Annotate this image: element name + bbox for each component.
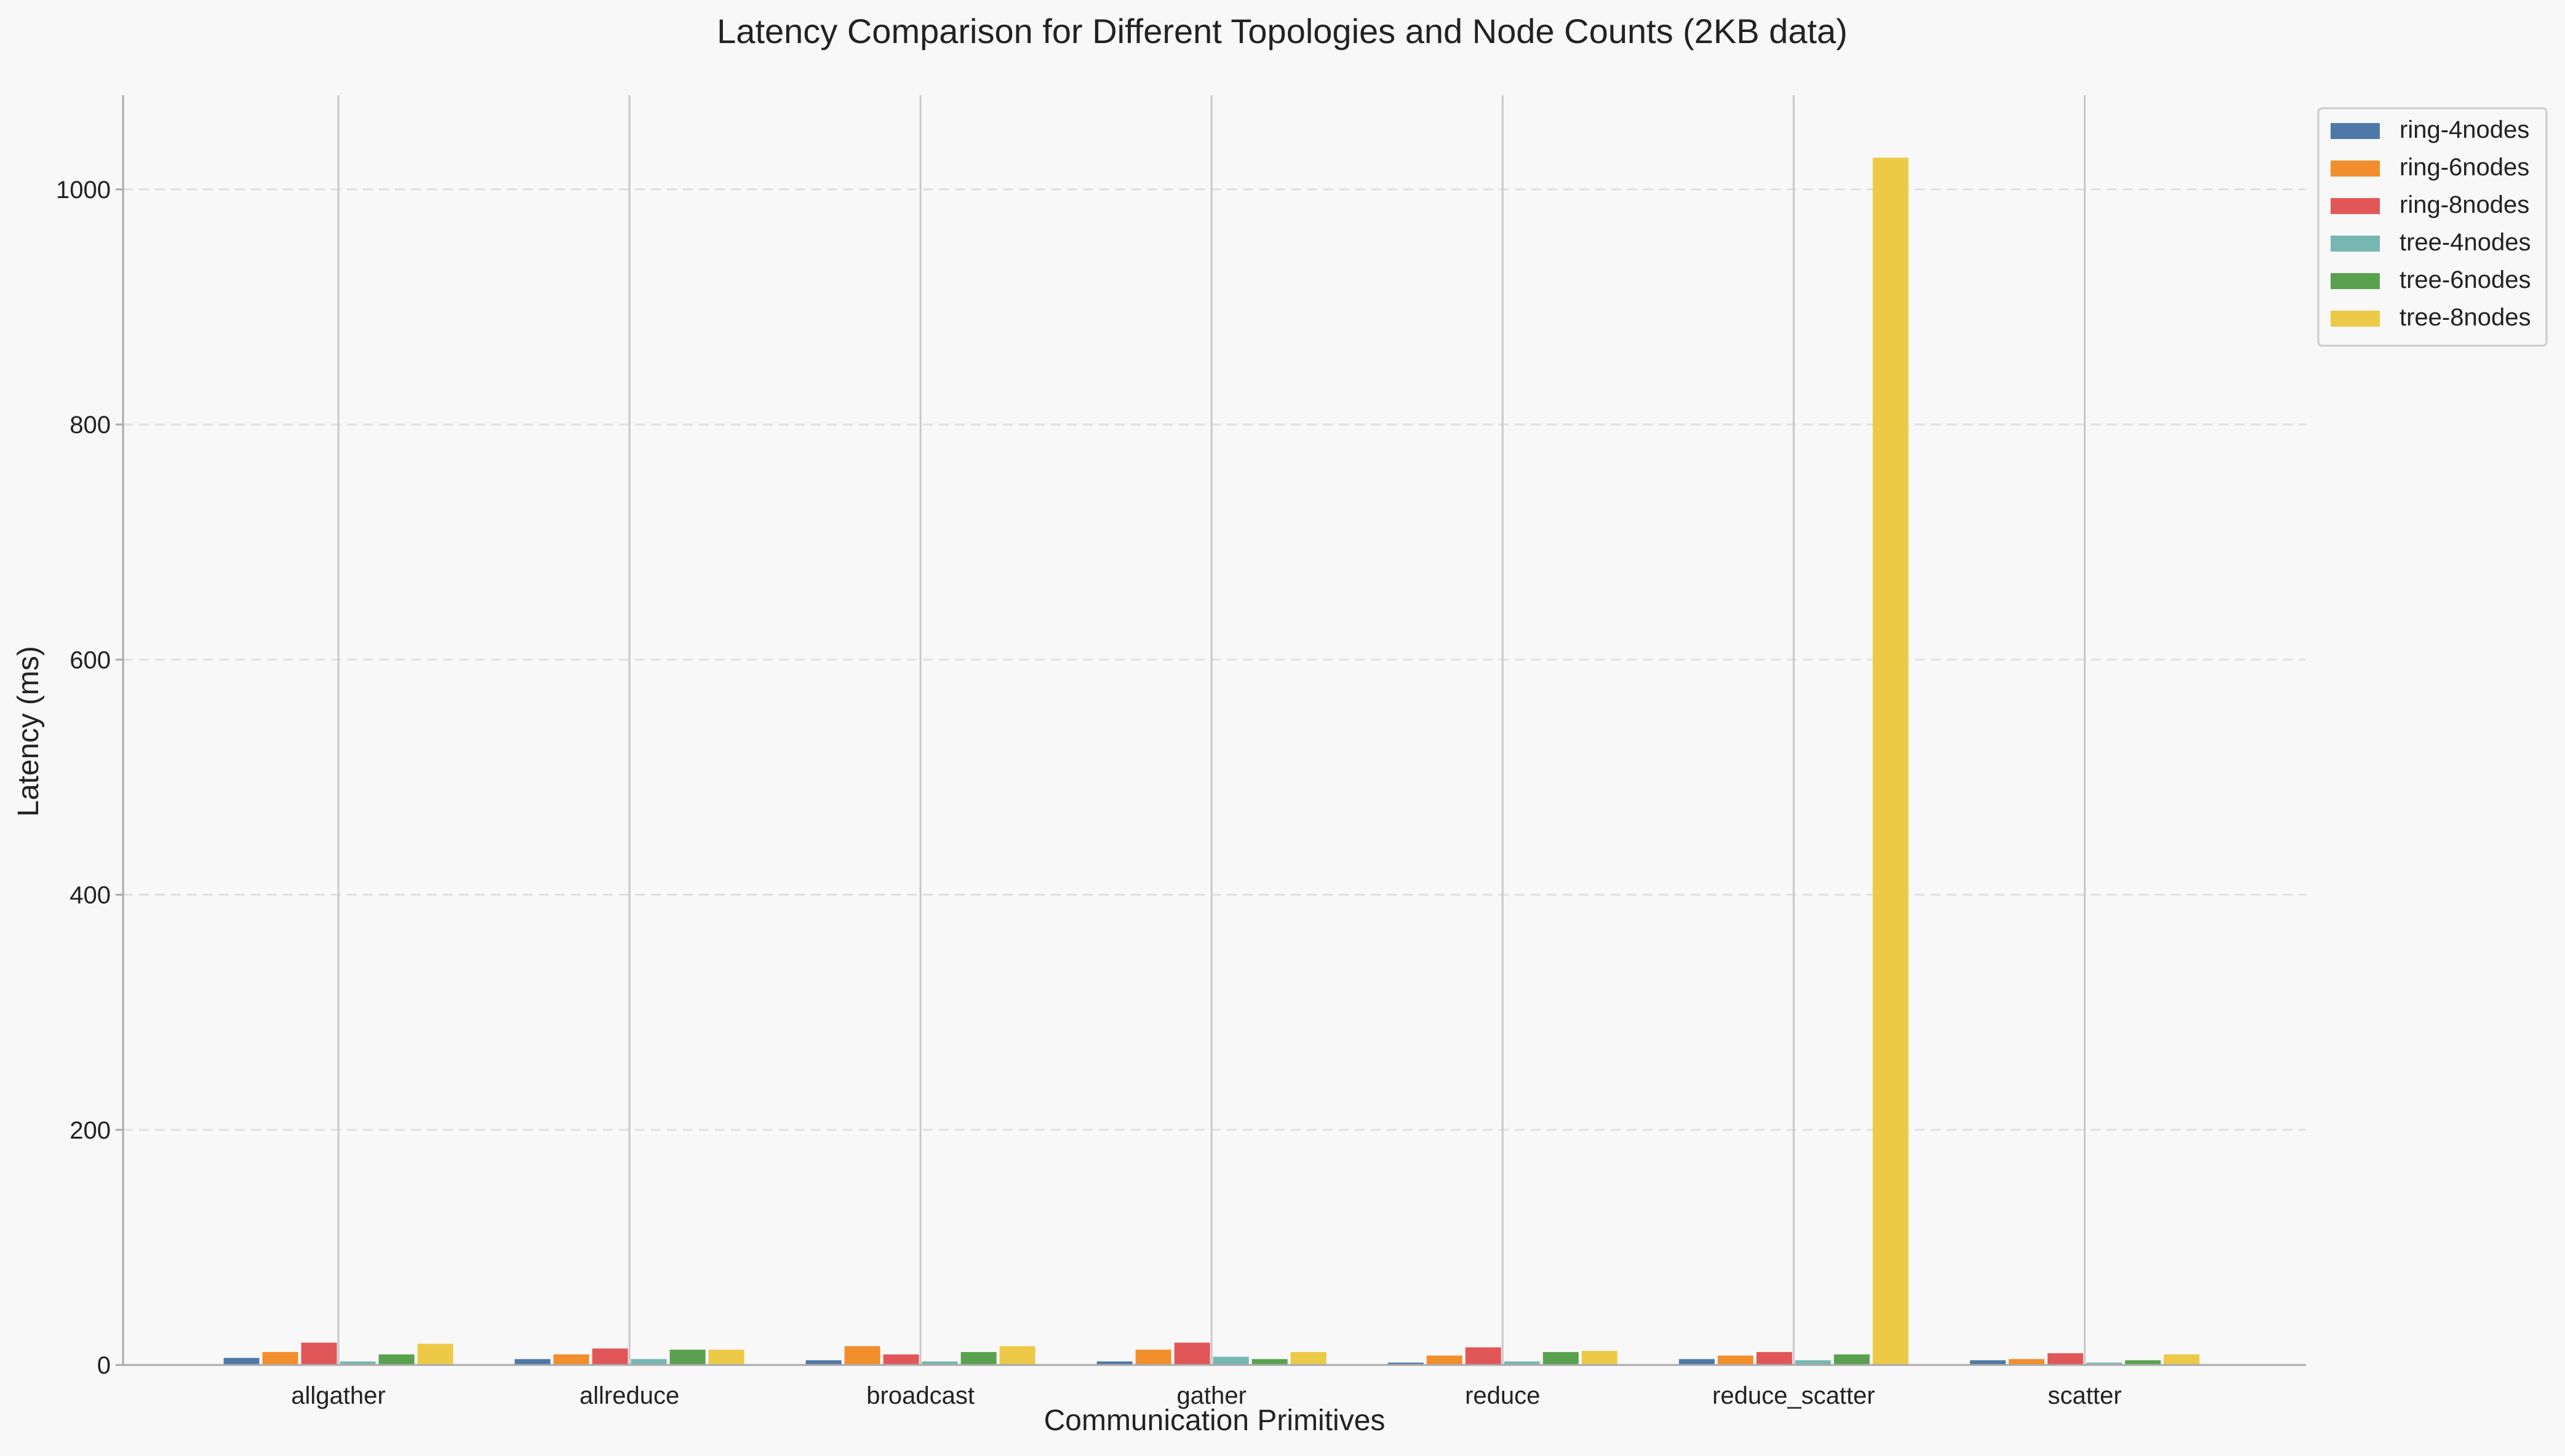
bar-tree-4nodes-scatter <box>2086 1363 2122 1365</box>
legend-label-tree-4nodes: tree-4nodes <box>2399 229 2531 256</box>
bar-ring-6nodes-scatter <box>2008 1359 2044 1365</box>
bar-tree-6nodes-gather <box>1251 1359 1288 1365</box>
bar-ring-4nodes-allgather <box>223 1358 260 1365</box>
legend: ring-4nodes ring-6nodes ring-8nodes tree-4n… <box>2317 107 2548 347</box>
bar-ring-4nodes-gather <box>1096 1361 1133 1365</box>
bar-tree-6nodes-allreduce <box>669 1350 706 1365</box>
bar-tree-8nodes-scatter <box>2163 1354 2200 1365</box>
x-tick-label-reduce: reduce <box>1465 1382 1540 1409</box>
bar-ring-4nodes-scatter <box>1969 1360 2006 1365</box>
legend-label-ring-8nodes: ring-8nodes <box>2399 191 2529 218</box>
bar-ring-4nodes-reduce_scatter <box>1678 1359 1715 1365</box>
y-axis-label: Latency (ms) <box>12 646 45 816</box>
bar-ring-4nodes-allreduce <box>514 1359 551 1365</box>
bar-ring-4nodes-reduce <box>1387 1363 1424 1365</box>
bar-tree-8nodes-reduce_scatter <box>1872 157 1909 1366</box>
bar-ring-8nodes-gather <box>1174 1342 1210 1365</box>
bar-tree-4nodes-allgather <box>340 1361 376 1365</box>
bar-ring-6nodes-broadcast <box>844 1346 880 1365</box>
legend-label-ring-4nodes: ring-4nodes <box>2399 116 2529 143</box>
bar-tree-6nodes-reduce_scatter <box>1833 1354 1870 1365</box>
legend-label-tree-8nodes: tree-8nodes <box>2399 304 2531 331</box>
bar-tree-6nodes-broadcast <box>960 1351 997 1365</box>
legend-label-ring-6nodes: ring-6nodes <box>2399 154 2529 181</box>
bar-tree-8nodes-broadcast <box>999 1346 1035 1365</box>
y-tick-label-1: 200 <box>70 1117 111 1144</box>
bar-tree-8nodes-allgather <box>417 1343 453 1365</box>
x-axis-label: Communication Primitives <box>1044 1404 1386 1437</box>
bar-ring-8nodes-broadcast <box>883 1354 919 1365</box>
bar-ring-8nodes-reduce_scatter <box>1756 1351 1792 1365</box>
y-tick-label-4: 800 <box>70 412 111 439</box>
x-tick-label-allgather: allgather <box>291 1382 385 1409</box>
legend-label-tree-6nodes: tree-6nodes <box>2399 266 2531 293</box>
bar-tree-8nodes-reduce <box>1581 1351 1618 1365</box>
bar-ring-6nodes-reduce <box>1426 1355 1462 1365</box>
legend-swatch-tree-6nodes <box>2331 273 2380 289</box>
bar-ring-6nodes-allreduce <box>553 1354 589 1365</box>
bar-ring-8nodes-scatter <box>2047 1353 2083 1365</box>
bar-tree-6nodes-reduce <box>1542 1351 1579 1365</box>
bar-ring-8nodes-reduce <box>1465 1347 1501 1365</box>
bar-tree-6nodes-allgather <box>378 1354 415 1365</box>
bar-ring-8nodes-allreduce <box>592 1348 628 1365</box>
bar-tree-4nodes-gather <box>1213 1356 1249 1365</box>
legend-swatch-tree-8nodes <box>2331 311 2380 327</box>
legend-swatch-ring-6nodes <box>2331 161 2380 177</box>
chart-title: Latency Comparison for Different Topolog… <box>717 12 1848 50</box>
y-tick-label-0: 0 <box>97 1352 111 1379</box>
bar-tree-8nodes-gather <box>1290 1351 1326 1365</box>
legend-swatch-ring-8nodes <box>2331 198 2380 214</box>
bar-ring-8nodes-allgather <box>301 1342 337 1365</box>
bar-tree-4nodes-reduce <box>1504 1361 1540 1365</box>
y-tick-label-5: 1000 <box>56 177 111 204</box>
bar-tree-4nodes-reduce_scatter <box>1795 1360 1831 1365</box>
bar-tree-6nodes-scatter <box>2124 1360 2161 1365</box>
plot-area: 0 200 400 600 800 1000 allgather allreduce broad… <box>56 95 2306 1409</box>
bar-tree-8nodes-allreduce <box>708 1350 744 1365</box>
x-tick-label-allreduce: allreduce <box>580 1382 679 1409</box>
bar-ring-6nodes-allgather <box>262 1351 298 1365</box>
bar-ring-6nodes-gather <box>1135 1350 1171 1365</box>
bar-tree-4nodes-allreduce <box>631 1359 667 1365</box>
legend-swatch-tree-4nodes <box>2331 236 2380 252</box>
y-tick-label-3: 600 <box>70 646 111 674</box>
x-tick-label-scatter: scatter <box>2048 1382 2121 1409</box>
x-tick-label-gather: gather <box>1176 1382 1246 1409</box>
x-tick-label-reduce_scatter: reduce_scatter <box>1712 1382 1875 1409</box>
bar-ring-4nodes-broadcast <box>805 1360 842 1365</box>
bar-ring-6nodes-reduce_scatter <box>1717 1355 1753 1365</box>
legend-swatch-ring-4nodes <box>2331 123 2380 139</box>
y-tick-label-2: 400 <box>70 882 111 909</box>
x-tick-label-broadcast: broadcast <box>866 1382 975 1409</box>
bar-tree-4nodes-broadcast <box>922 1361 958 1365</box>
